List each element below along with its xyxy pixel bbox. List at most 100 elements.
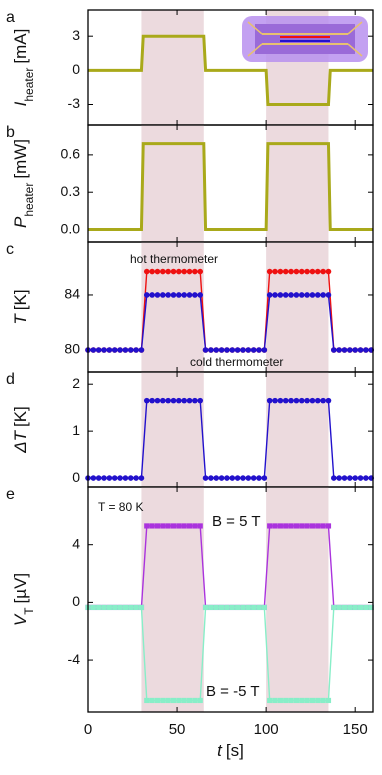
x-tick-label: 100: [254, 721, 279, 738]
data-point: [149, 697, 155, 704]
data-point: [325, 292, 332, 298]
heating-interval: [266, 242, 329, 372]
y-tick-label: 2: [72, 375, 80, 391]
y-label-subscript: heater: [22, 68, 36, 102]
data-point: [165, 292, 171, 298]
data-point: [325, 397, 332, 404]
data-point: [127, 347, 134, 353]
data-point: [192, 397, 198, 404]
data-point: [266, 397, 273, 404]
data-point: [143, 268, 150, 275]
data-point: [363, 604, 369, 611]
data-point: [186, 268, 193, 275]
data-point: [181, 697, 187, 704]
data-point: [208, 604, 214, 611]
data-point: [170, 268, 177, 275]
data-point: [160, 697, 166, 704]
data-point: [160, 397, 166, 404]
data-point: [101, 347, 107, 353]
y-tick-label: 1: [72, 422, 80, 438]
data-point: [106, 347, 113, 353]
data-point: [117, 475, 123, 481]
data-point: [299, 697, 305, 704]
data-point: [192, 268, 198, 275]
data-point: [106, 475, 113, 481]
data-point: [176, 523, 182, 529]
data-point: [341, 475, 348, 481]
y-tick-label: -4: [68, 651, 81, 667]
data-point: [229, 475, 236, 481]
data-point: [293, 523, 300, 529]
data-point: [277, 523, 283, 529]
data-point: [197, 697, 203, 704]
data-point: [245, 604, 251, 611]
heating-interval: [141, 10, 204, 125]
panel-letter: a: [6, 9, 15, 26]
annotation: B = 5 T: [212, 513, 261, 530]
data-point: [170, 292, 177, 298]
data-point: [127, 475, 134, 481]
data-point: [283, 523, 289, 529]
data-point: [283, 697, 289, 704]
data-point: [111, 475, 118, 481]
data-point: [143, 397, 150, 404]
data-point: [357, 604, 364, 611]
data-point: [363, 347, 369, 353]
data-point: [293, 697, 300, 704]
y-axis-label: VT [µV]: [11, 573, 36, 626]
data-point: [224, 475, 230, 481]
data-point: [192, 697, 198, 704]
data-point: [288, 523, 294, 529]
data-point: [368, 604, 374, 611]
data-point: [331, 604, 337, 611]
data-point: [197, 268, 204, 275]
panel-letter: b: [6, 124, 15, 141]
panel-letter: c: [6, 241, 14, 258]
data-point: [304, 697, 310, 704]
series-line: [88, 399, 372, 479]
data-point: [224, 604, 230, 611]
data-point: [144, 697, 150, 704]
x-tick-label: 50: [169, 721, 186, 738]
data-point: [154, 292, 161, 298]
data-point: [315, 523, 321, 529]
data-point: [128, 604, 134, 611]
data-point: [95, 475, 102, 481]
data-point: [138, 347, 145, 353]
data-point: [336, 347, 342, 353]
data-point: [277, 292, 284, 298]
data-point: [176, 397, 182, 404]
data-point: [282, 292, 289, 298]
data-point: [154, 397, 161, 404]
data-point: [90, 604, 96, 611]
data-point: [240, 604, 246, 611]
annotation: T = 80 K: [98, 500, 143, 514]
data-point: [202, 475, 209, 481]
data-point: [309, 523, 316, 529]
data-point: [165, 397, 171, 404]
x-tick-label: 150: [343, 721, 368, 738]
data-point: [266, 268, 273, 275]
data-point: [352, 475, 358, 481]
data-point: [176, 268, 182, 275]
data-point: [186, 292, 193, 298]
y-label-symbol: I: [11, 101, 30, 106]
data-point: [272, 268, 278, 275]
data-point: [186, 523, 193, 529]
y-tick-label: 84: [64, 286, 80, 302]
y-label-symbol: P: [11, 216, 30, 228]
data-point: [357, 347, 364, 353]
data-point: [117, 604, 123, 611]
data-point: [282, 268, 289, 275]
data-point: [315, 697, 321, 704]
data-point: [277, 268, 284, 275]
data-point: [181, 397, 187, 404]
annotation: B = -5 T: [206, 683, 260, 700]
y-label-unit: [mA]: [11, 29, 30, 64]
data-point: [245, 475, 252, 481]
data-point: [218, 604, 225, 611]
data-point: [352, 347, 358, 353]
y-label-unit: [mW]: [11, 139, 30, 179]
data-point: [170, 697, 177, 704]
y-axis-label: Pheater [mW]: [11, 139, 36, 228]
